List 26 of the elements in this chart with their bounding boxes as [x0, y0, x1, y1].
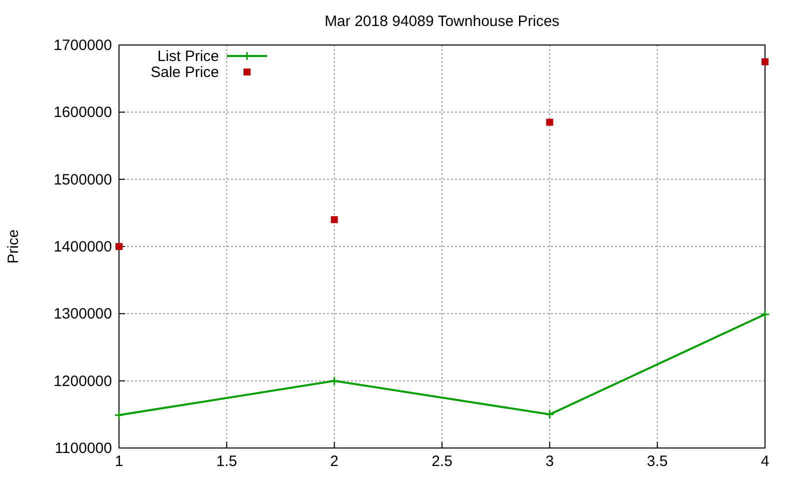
chart-title: Mar 2018 94089 Townhouse Prices	[324, 13, 560, 30]
point	[116, 243, 122, 250]
x-tick-label: 3	[545, 453, 554, 470]
y-tick-label: 1700000	[54, 37, 112, 54]
x-tick-label: 1.5	[216, 453, 238, 470]
point	[762, 58, 768, 66]
y-tick-label: 1100000	[54, 440, 112, 457]
y-tick-label: 1300000	[54, 306, 112, 323]
x-tick-label: 3.5	[646, 453, 668, 470]
point	[544, 410, 554, 420]
x-tick-label: 4	[760, 453, 770, 470]
point	[760, 310, 770, 320]
y-tick-label: 1400000	[54, 238, 112, 256]
x-tick-label: 2.5	[432, 453, 452, 470]
x-tick-label: 2	[330, 453, 339, 470]
x-tick-label: 1	[114, 453, 124, 470]
point	[546, 118, 554, 126]
point	[330, 376, 340, 386]
y-tick-label: 1600000	[54, 104, 112, 122]
y-tick-label: 1200000	[54, 372, 112, 390]
y-axis-title: Price	[5, 229, 22, 264]
point	[114, 410, 124, 420]
y-tick-label: 1500000	[54, 171, 112, 188]
legend-label: Sale Price	[150, 64, 219, 81]
point	[330, 216, 338, 224]
legend-label: List Price	[157, 48, 219, 65]
